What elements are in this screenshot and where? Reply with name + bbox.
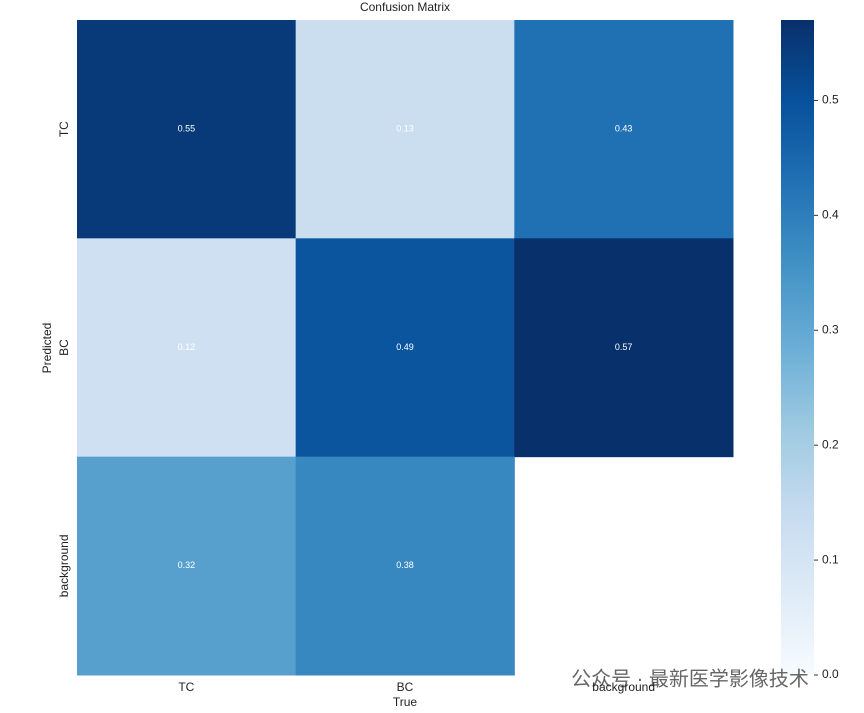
x-axis-label: True <box>393 695 418 709</box>
x-tick-label: TC <box>178 680 194 694</box>
x-tick-label: BC <box>397 680 414 694</box>
colorbar-tick-label: 0.3 <box>822 322 839 336</box>
y-axis-label: Predicted <box>40 323 54 374</box>
colorbar-tick-label: 0.5 <box>822 93 839 107</box>
cell-value-label: 0.12 <box>178 342 196 352</box>
heatmap-cell <box>295 456 515 676</box>
colorbar-tick-label: 0.1 <box>822 552 839 566</box>
watermark: 公众号 · 最新医学影像技术 <box>571 667 809 690</box>
cell-value-label: 0.38 <box>396 560 414 570</box>
colorbar-tick-label: 0.4 <box>822 208 839 222</box>
heatmap-cell <box>295 238 515 458</box>
chart-title: Confusion Matrix <box>360 0 450 14</box>
colorbar-tick-label: 0.0 <box>822 667 839 681</box>
cell-value-label: 0.49 <box>396 342 414 352</box>
cell-value-label: 0.32 <box>178 560 196 570</box>
heatmap-cell <box>77 20 297 239</box>
cell-value-label: 0.43 <box>615 124 633 134</box>
colorbar-tick-label: 0.2 <box>822 437 839 451</box>
y-tick-label: TC <box>57 121 71 137</box>
heatmap-cell <box>295 20 515 239</box>
x-tick-label: background <box>592 680 655 694</box>
cell-value-label: 0.13 <box>396 124 414 134</box>
heatmap-cell <box>514 20 734 239</box>
cell-value-label: 0.57 <box>615 342 633 352</box>
heatmap-cell <box>77 456 297 676</box>
heatmap-cell <box>514 238 734 458</box>
heatmap-cell <box>77 238 297 458</box>
cell-value-label: 0.55 <box>178 124 196 134</box>
colorbar <box>781 20 814 675</box>
y-tick-label: BC <box>57 339 71 356</box>
y-tick-label: background <box>57 534 71 597</box>
